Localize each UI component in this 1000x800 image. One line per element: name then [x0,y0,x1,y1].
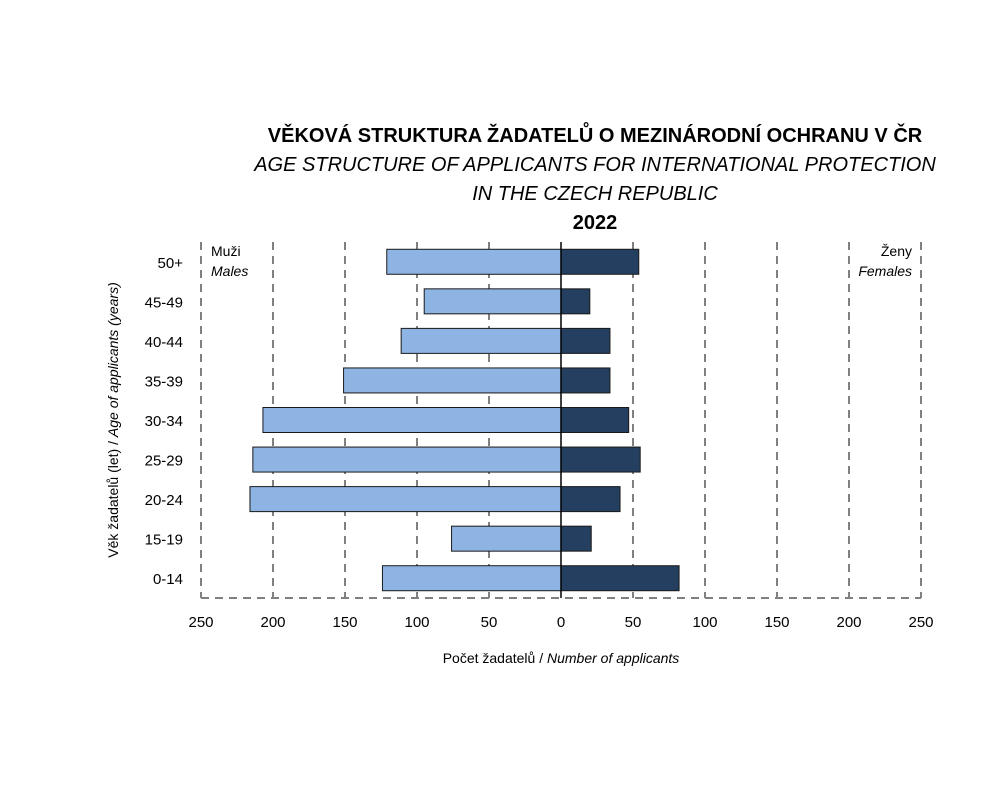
legend-males-cz: Muži [211,243,241,259]
bar-males [249,486,562,513]
x-tick-label: 50 [481,614,498,631]
y-tick-label: 35-39 [145,373,183,390]
y-tick-label: 50+ [158,255,184,272]
x-tick-label: 0 [557,614,565,631]
y-tick-label: 15-19 [145,532,183,549]
legend-females-en: Females [858,263,912,279]
chart-title-en-line1: AGE STRUCTURE OF APPLICANTS FOR INTERNAT… [254,154,936,176]
bar-males [252,446,562,473]
bar-males [262,407,562,433]
x-tick-label: 50 [625,614,642,631]
y-tick-label: 30-34 [145,413,183,430]
bar-females [560,288,591,315]
x-axis-label: Počet žadatelů / Number of applicants [443,650,680,666]
y-tick-label: 0-14 [153,571,183,588]
chart-title-en-line2: IN THE CZECH REPUBLIC [472,183,718,205]
legend-females-cz: Ženy [881,243,912,259]
y-tick-label: 45-49 [145,294,183,311]
legend-males-en: Males [211,263,248,279]
chart-year: 2022 [572,212,618,234]
bar-females [560,407,630,433]
x-tick-label: 200 [836,614,861,631]
x-tick-label: 250 [188,614,213,631]
bar-females [560,486,621,513]
bar-males [451,525,562,552]
bar-females [560,525,592,552]
x-tick-label: 100 [692,614,717,631]
bar-females [560,248,640,275]
chart-title-block: VĚKOVÁ STRUKTURA ŽADATELŮ O MEZINÁRODNÍ … [195,122,995,238]
bar-females [560,327,611,354]
x-tick-label: 200 [260,614,285,631]
bar-females [560,565,680,592]
bar-females [560,367,611,394]
bar-males [343,367,562,394]
x-tick-label: 150 [332,614,357,631]
bar-females [560,446,641,473]
bar-males [423,288,562,315]
chart-title: VĚKOVÁ STRUKTURA ŽADATELŮ O MEZINÁRODNÍ … [267,125,923,147]
bar-males [381,565,562,592]
x-tick-label: 150 [764,614,789,631]
x-tick-label: 250 [908,614,933,631]
bar-males [386,248,562,275]
bar-males [400,327,562,354]
y-tick-label: 25-29 [145,453,183,470]
y-axis-label: Věk žadatelů (let) / Age of applicants (… [105,282,121,557]
y-tick-label: 20-24 [145,492,183,509]
x-tick-label: 100 [404,614,429,631]
y-tick-label: 40-44 [145,334,183,351]
